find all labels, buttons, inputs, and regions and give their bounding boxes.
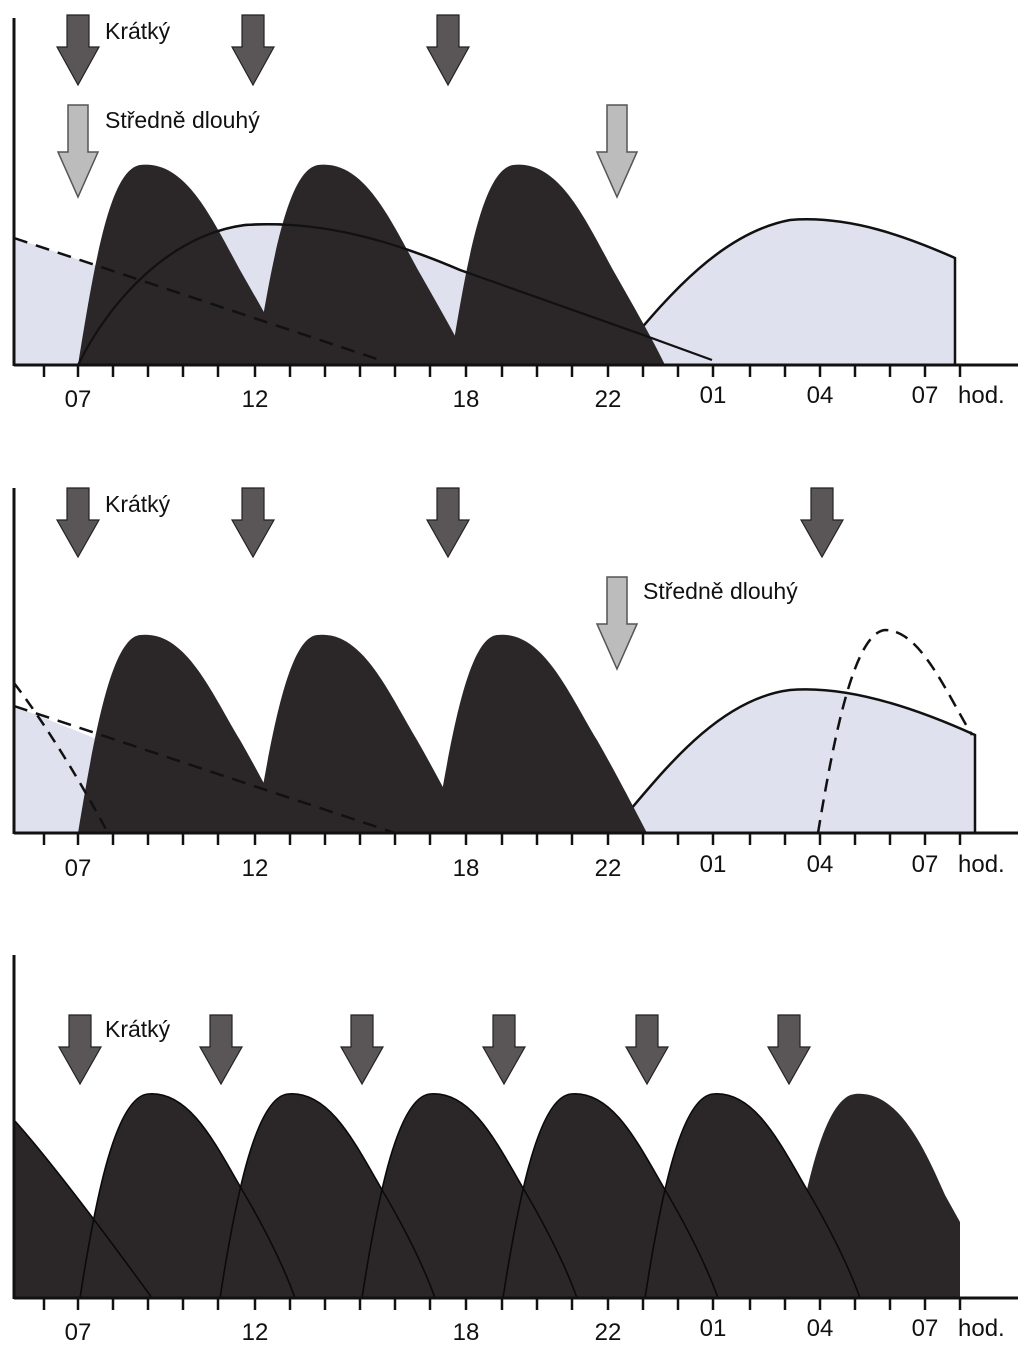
intermediate-arrow-icon [595,104,639,199]
short-profile-1 [78,634,290,833]
panel-3: 07 12 18 22 01 04 07 hod. Krátký [12,955,1018,1346]
short-arrow-icon [230,487,276,559]
tick-label: 07 [65,386,92,413]
x-tick-labels: 07 12 18 22 01 04 07 hod. [65,851,1005,882]
intermediate-acting-label: Středně dlouhý [105,107,260,133]
tick-label: 07 [65,855,92,882]
intermediate-acting-label: Středně dlouhý [643,578,798,604]
short-arrow-icon [230,14,276,87]
intermediate-profile-night [607,688,977,835]
short-profile-6 [787,1093,960,1298]
x-ticks [42,833,962,845]
tick-label: 22 [595,855,622,882]
short-arrow-icon [624,1014,670,1086]
tick-label: 12 [242,386,269,413]
short-arrow-icon [766,1014,812,1086]
x-tick-labels: 07 12 18 22 01 04 07 hod. [65,1315,1005,1346]
short-arrow-icon [339,1014,385,1086]
tick-label: 22 [595,1319,622,1346]
tick-label: 18 [453,855,480,882]
intermediate-decay-dashed [13,236,381,362]
tick-label: 01 [700,1315,727,1342]
short-night-dashed [816,628,974,834]
intermediate-outline-overlay [77,223,713,366]
x-tick-labels: 07 12 18 22 01 04 07 hod. [65,382,1005,413]
intermediate-profile-night [607,218,957,367]
axis-unit-label: hod. [958,851,1005,878]
tick-label: 18 [453,386,480,413]
axis-unit-label: hod. [958,1315,1005,1342]
short-profile-2 [255,634,467,833]
short-acting-label: Krátký [105,491,171,517]
short-arrow-icon [425,14,471,87]
hump-outlines [13,1093,861,1299]
short-profile-1 [78,164,292,365]
short-arrow-icon [55,487,101,559]
tick-label: 07 [912,382,939,409]
short-arrow-icon [55,14,101,87]
short-profile-3 [435,634,647,833]
intermediate-arrow-icon [595,576,639,671]
short-arrow-icon [57,1014,103,1086]
short-profile-3 [450,164,665,365]
tick-label: 04 [807,1315,834,1342]
short-arrow-icon [425,487,471,559]
tick-label: 01 [700,851,727,878]
tick-label: 07 [912,1315,939,1342]
tick-label: 12 [242,1319,269,1346]
x-ticks [42,1298,962,1310]
tick-label: 04 [807,851,834,878]
panel-1: 07 12 18 22 01 04 07 hod. Krátký Středně… [12,14,1018,413]
short-arrow-icon [799,487,845,559]
x-ticks [42,365,962,377]
short-arrow-icon [198,1014,244,1086]
intermediate-decay-dashed [13,704,396,835]
short-arrow-icon [481,1014,527,1086]
tick-label: 22 [595,386,622,413]
short-profile-2 [255,164,470,365]
short-acting-label: Krátký [105,1016,171,1042]
short-decay-dashed [13,682,110,834]
tick-label: 18 [453,1319,480,1346]
short-acting-label: Krátký [105,18,171,44]
tick-label: 07 [65,1319,92,1346]
intermediate-arrow-icon [56,104,100,199]
axis-unit-label: hod. [958,382,1005,409]
tick-label: 04 [807,382,834,409]
tick-label: 12 [242,855,269,882]
tick-label: 01 [700,382,727,409]
tick-label: 07 [912,851,939,878]
panel-2: 07 12 18 22 01 04 07 hod. Krátký Středně… [12,487,1018,882]
